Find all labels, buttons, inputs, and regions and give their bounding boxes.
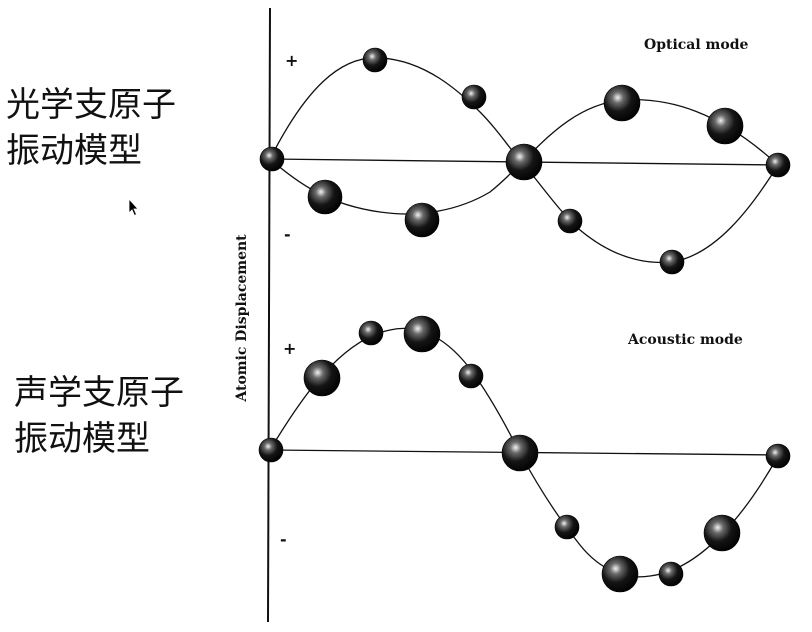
atom — [601, 555, 639, 593]
acoustic-minus-sign: - — [280, 530, 287, 549]
acoustic-mode-chinese-label: 声学支原子 振动模型 — [14, 373, 184, 459]
atom — [259, 146, 285, 172]
acoustic-plus-sign: + — [283, 339, 296, 358]
atom — [358, 320, 384, 346]
vertical-axis — [267, 7, 271, 623]
atom — [403, 315, 441, 353]
optical-upper-wave — [269, 57, 779, 166]
atom — [659, 249, 685, 275]
optical-plus-sign: + — [285, 51, 298, 70]
atom — [404, 202, 440, 238]
atom — [258, 437, 284, 463]
atom — [362, 47, 388, 73]
optical-mode-title: Optical mode — [644, 37, 748, 53]
y-axis-label: Atomic Displacement — [234, 234, 250, 403]
acoustic-mode-panel: Acoustic mode + - — [258, 315, 791, 593]
atom — [706, 107, 744, 145]
acoustic-mode-title: Acoustic mode — [627, 332, 743, 348]
atom — [303, 359, 341, 397]
atom — [307, 179, 343, 215]
atom — [765, 152, 791, 178]
atom — [505, 143, 543, 181]
atom — [461, 84, 487, 110]
acoustic-atoms — [258, 315, 791, 593]
optical-mode-chinese-label: 光学支原子 振动模型 — [6, 85, 176, 171]
optical-mode-panel: Optical mode + - — [259, 37, 791, 275]
atom — [703, 514, 741, 552]
optical-minus-sign: - — [284, 225, 291, 244]
atom — [765, 443, 791, 469]
atom — [458, 363, 484, 389]
mouse-cursor-icon — [128, 197, 139, 217]
atom — [557, 208, 583, 234]
atom — [501, 434, 539, 472]
atom — [554, 514, 580, 540]
atom — [603, 84, 641, 122]
atom — [658, 561, 684, 587]
optical-atoms — [259, 47, 791, 275]
